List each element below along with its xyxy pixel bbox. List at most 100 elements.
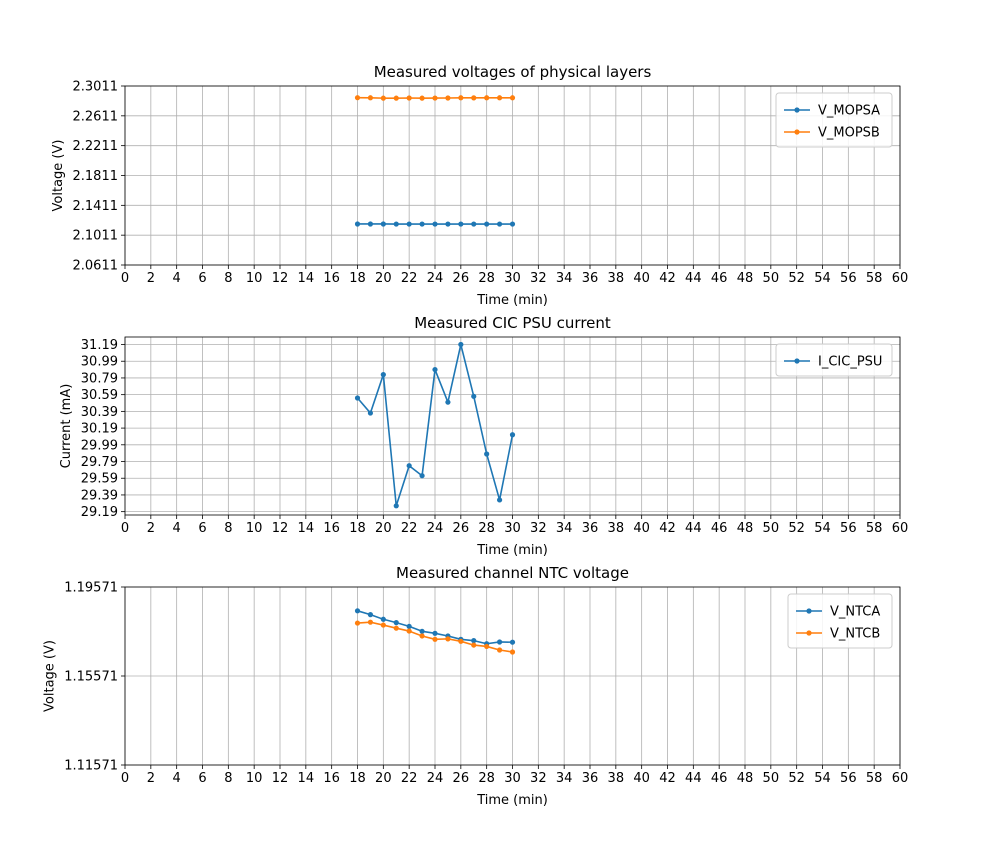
legend-label: V_MOPSB [818,126,880,141]
legend-box [787,593,893,649]
data-point [432,95,438,101]
x-tick-label: 50 [763,771,780,786]
x-tick-label: 40 [633,271,650,286]
legend-label: V_MOPSA [818,104,880,119]
data-point [509,95,516,101]
y-tick-label: 31.19 [81,338,118,353]
x-tick-label: 58 [866,271,883,286]
x-tick-label: 8 [224,771,232,786]
y-tick-label: 30.19 [81,422,118,437]
x-tick-label: 28 [478,271,495,286]
legend-marker [794,129,800,135]
data-point [406,95,412,101]
x-tick-label: 22 [401,771,418,786]
x-tick-label: 58 [866,771,883,786]
x-axis-label: Time (min) [476,543,548,558]
x-tick-label: 34 [556,521,573,536]
x-tick-label: 0 [121,271,129,286]
series-v-mopsb [354,95,516,101]
data-point [484,95,490,101]
data-point [380,221,386,227]
y-tick-label: 30.39 [81,405,118,420]
x-tick-label: 56 [840,271,857,286]
legend-marker [806,608,812,614]
x-tick-label: 32 [530,521,547,536]
series-i-cic-psu [354,341,516,509]
legend-box [775,92,893,148]
x-tick-label: 24 [427,771,444,786]
x-tick-label: 56 [840,771,857,786]
x-axis-ticks: 0 2 4 6 8 10 12 14 16 18 20 22 24 26 28 30 32 34 36 38 40 42 4… [121,515,908,536]
x-tick-label: 10 [246,771,263,786]
data-point [354,221,361,227]
data-point [367,612,374,618]
x-tick-label: 2 [147,771,155,786]
x-tick-label: 42 [659,521,676,536]
x-tick-label: 36 [582,271,599,286]
x-tick-label: 34 [556,271,573,286]
y-tick-label: 2.1011 [73,229,119,244]
x-tick-label: 54 [814,271,831,286]
y-tick-label: 30.79 [81,371,118,386]
y-tick-label: 2.3011 [73,80,119,95]
y-tick-label: 1.15571 [64,670,118,685]
y-tick-label: 29.59 [81,472,118,487]
data-point [354,95,361,101]
data-point [367,95,374,101]
x-tick-label: 38 [608,521,625,536]
data-point [484,221,490,227]
grid [124,586,901,766]
series-v-ntcb [354,619,516,655]
y-tick-label: 29.79 [81,455,118,470]
y-tick-label: 2.1411 [73,199,119,214]
x-axis-label: Time (min) [476,793,548,808]
x-tick-label: 46 [711,271,728,286]
x-tick-label: 8 [224,271,232,286]
x-tick-label: 22 [401,271,418,286]
grid [124,337,901,515]
data-point [393,625,399,631]
data-point [445,221,451,227]
chart-panel-3: 0 2 4 6 8 10 12 14 16 18 20 22 24 26 28 30 32 34 36 38 40 42 4… [43,564,909,808]
data-point [432,366,438,373]
chart-panel-2: 0 2 4 6 8 10 12 14 16 18 20 22 24 26 28 30 32 34 36 38 40 42 4… [59,314,908,558]
y-tick-label: 29.19 [81,505,118,520]
y-axis-label: Current (mA) [59,384,74,469]
x-tick-label: 4 [173,271,181,286]
x-tick-label: 2 [147,271,155,286]
y-tick-label: 2.1811 [73,169,119,184]
x-tick-label: 44 [685,521,702,536]
x-tick-label: 6 [198,521,206,536]
data-point [406,221,412,227]
data-point [509,221,516,227]
x-tick-label: 12 [272,271,289,286]
chart-title: Measured CIC PSU current [414,314,611,332]
x-tick-label: 48 [737,771,754,786]
legend-marker [794,107,800,113]
data-point [471,638,477,644]
data-point [367,221,374,227]
x-tick-label: 52 [788,771,805,786]
y-axis-ticks: 2.0611 2.1011 2.1411 2.1811 2.2211 2.2611 2.30… [73,80,125,274]
data-point [380,616,386,622]
y-tick-label: 30.99 [81,355,118,370]
x-tick-label: 10 [246,271,263,286]
x-tick-label: 32 [530,271,547,286]
x-tick-label: 60 [892,271,909,286]
x-tick-label: 16 [323,271,340,286]
x-tick-label: 30 [504,521,521,536]
x-tick-label: 26 [453,271,470,286]
x-tick-label: 28 [478,771,495,786]
data-point [406,463,412,469]
x-tick-label: 20 [375,271,392,286]
data-point [406,628,412,634]
legend: V_NTCA V_NTCB [787,593,893,649]
legend-label: I_CIC_PSU [818,355,882,370]
x-tick-label: 16 [323,771,340,786]
data-point [445,399,451,405]
data-point [496,95,503,101]
data-point [496,639,503,645]
x-tick-label: 40 [633,771,650,786]
data-point [393,221,399,227]
